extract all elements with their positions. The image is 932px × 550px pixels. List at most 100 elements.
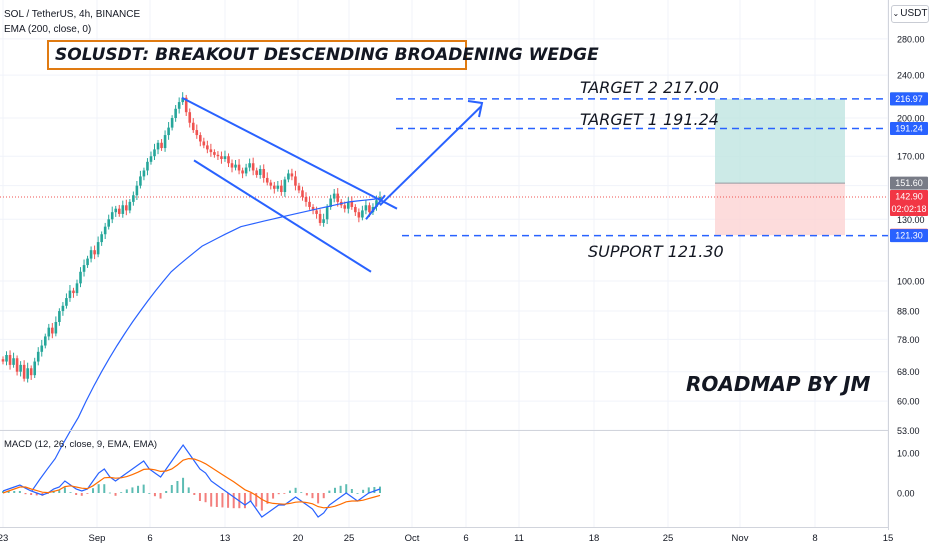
macd-legend[interactable]: MACD (12, 26, close, 9, EMA, EMA) xyxy=(4,439,158,450)
candle xyxy=(22,360,26,382)
candle-body xyxy=(199,135,202,142)
candle xyxy=(195,124,199,139)
candle-body xyxy=(265,177,269,183)
macd-histogram-bar xyxy=(182,477,185,493)
candle-body xyxy=(19,364,22,372)
candle xyxy=(304,192,308,207)
candle-body xyxy=(315,210,318,214)
time-tick: Nov xyxy=(732,533,749,544)
time-tick: 11 xyxy=(514,533,524,544)
candle xyxy=(276,180,280,192)
candle xyxy=(177,97,181,114)
candle-body xyxy=(110,212,114,220)
macd-histogram-bar xyxy=(367,487,370,493)
price-tag-bg xyxy=(890,176,928,190)
candle-body xyxy=(89,250,93,259)
macd-histogram-bar xyxy=(311,493,314,499)
candle-body xyxy=(117,208,121,214)
currency-button[interactable]: ⌄USDT xyxy=(891,5,929,23)
macd-histogram-bar xyxy=(30,493,33,495)
candle-body xyxy=(248,163,251,168)
time-tick: 6 xyxy=(147,533,152,544)
candle xyxy=(40,339,44,357)
candle-body xyxy=(29,368,33,376)
ema-legend[interactable]: EMA (200, close, 0) xyxy=(4,24,92,35)
candle xyxy=(361,205,364,221)
macd-histogram-bar xyxy=(288,490,291,493)
candle xyxy=(33,357,37,379)
candle-body xyxy=(280,185,283,193)
candle-body xyxy=(318,213,322,223)
candle xyxy=(255,167,258,178)
candle xyxy=(26,362,29,383)
candle-body xyxy=(156,142,160,150)
candle-body xyxy=(220,156,223,160)
time-tick: 13 xyxy=(220,533,231,544)
candle-body xyxy=(65,298,68,306)
candle xyxy=(29,365,33,380)
macd-pane xyxy=(2,443,381,518)
candle xyxy=(146,158,149,176)
candle-body xyxy=(1,359,5,362)
macd-tick: 10.00 xyxy=(897,449,920,459)
candle-body xyxy=(132,195,135,202)
price-tag: 151.60 xyxy=(890,176,928,190)
macd-histogram-bar xyxy=(356,493,359,494)
candle-body xyxy=(96,242,100,255)
macd-histogram-bar xyxy=(193,493,196,495)
candle xyxy=(72,287,75,298)
price-tag-label: 216.97 xyxy=(895,94,923,104)
candle-body xyxy=(234,164,237,168)
time-tick: 6 xyxy=(463,533,468,544)
symbol-legend[interactable]: SOL / TetherUS, 4h, BINANCE xyxy=(4,9,141,20)
candle-body xyxy=(142,170,146,177)
candle-body xyxy=(311,206,315,211)
candle xyxy=(51,323,54,339)
candle-body xyxy=(125,205,128,211)
candle-body xyxy=(262,169,266,178)
time-axis[interactable]: 23 Sep 6 13 20 25 Oct 6 11 18 25 Nov 8 15 xyxy=(0,533,893,544)
candle-body xyxy=(170,118,174,128)
candle-body xyxy=(114,208,118,213)
candle xyxy=(61,302,65,316)
candle xyxy=(43,333,47,349)
candle xyxy=(191,118,195,133)
ema-200-line xyxy=(31,197,381,492)
price-tag-bg xyxy=(890,122,928,136)
macd-histogram-bar xyxy=(176,481,179,493)
macd-histogram-bar xyxy=(283,493,286,494)
candle-body xyxy=(43,336,47,346)
candle xyxy=(318,209,322,226)
candle xyxy=(174,105,177,122)
time-tick: 18 xyxy=(589,533,600,544)
candle-body xyxy=(26,368,29,379)
macd-histogram-bar xyxy=(142,484,145,493)
macd-axis[interactable]: 10.00 0.00 xyxy=(897,449,920,499)
macd-histogram-bar xyxy=(294,487,297,493)
candle-body xyxy=(354,206,357,213)
macd-histogram-bar xyxy=(187,487,190,493)
time-tick: 25 xyxy=(663,533,674,544)
candle-body xyxy=(68,290,72,299)
candle-body xyxy=(237,164,241,171)
candle xyxy=(100,231,103,246)
macd-histogram-bar xyxy=(125,489,128,493)
price-tag: 121.30 xyxy=(890,229,928,243)
arrow-head xyxy=(467,100,484,118)
candle-body xyxy=(47,327,51,337)
candle-body xyxy=(258,169,262,175)
author-label: ROADMAP BY JM xyxy=(686,372,871,396)
support-label: SUPPORT 121.30 xyxy=(588,242,724,261)
price-tag-countdown: 02:02:18 xyxy=(891,204,926,214)
macd-histogram-bar xyxy=(92,488,95,493)
macd-histogram-bar xyxy=(221,493,224,508)
macd-histogram-bar xyxy=(18,491,21,493)
macd-tick: 0.00 xyxy=(897,489,915,499)
candle-body xyxy=(139,176,142,186)
macd-histogram-bar xyxy=(260,493,263,511)
candle xyxy=(121,200,125,218)
candle xyxy=(54,316,58,337)
candle-body xyxy=(15,358,19,372)
candle-body xyxy=(325,206,329,220)
